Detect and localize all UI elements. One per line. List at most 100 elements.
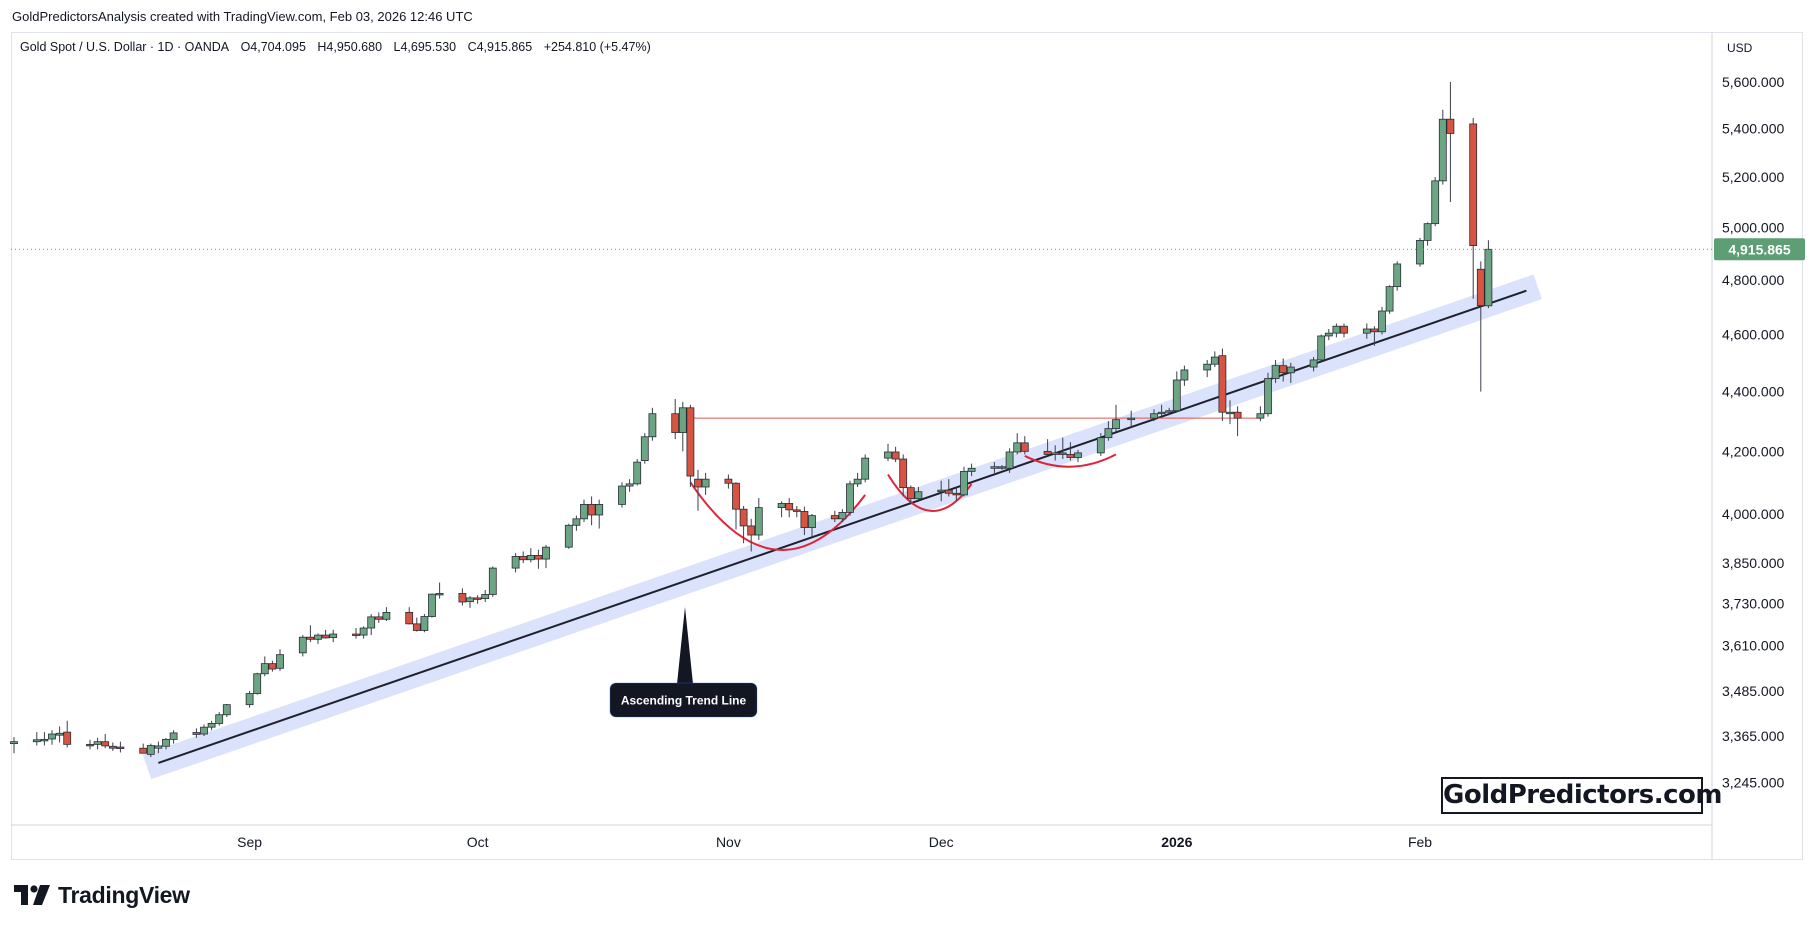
candle-body	[314, 634, 322, 640]
candle-up	[1385, 285, 1394, 314]
candle-body	[1340, 325, 1348, 334]
candle-up	[1180, 365, 1189, 386]
candle-body	[108, 745, 117, 749]
candle-body	[967, 467, 976, 472]
candle-up	[154, 741, 163, 754]
candle-up	[853, 472, 862, 488]
candle-body	[846, 483, 854, 513]
candle-up	[838, 509, 847, 523]
candle-up	[245, 690, 254, 708]
candle-up	[200, 724, 208, 736]
symbol-name[interactable]: Gold Spot / U.S. Dollar · 1D · OANDA	[20, 40, 230, 54]
candle-down	[1469, 118, 1478, 299]
candle-up	[55, 726, 64, 743]
candle-up	[625, 479, 634, 492]
candle-body	[1233, 411, 1242, 419]
candle-body	[93, 741, 102, 745]
candle-body	[595, 504, 604, 516]
candle-up	[1203, 359, 1212, 378]
candle-down	[739, 506, 748, 544]
candle-down	[374, 612, 383, 623]
candle-body	[1264, 378, 1272, 415]
candle-down	[891, 446, 900, 463]
price-axis-label: 3,610.000	[1722, 638, 1784, 654]
chart-caption: GoldPredictorsAnalysis created with Trad…	[12, 9, 473, 24]
candle-body	[739, 508, 748, 527]
candle-body	[1378, 310, 1386, 333]
candle-up	[1210, 351, 1219, 368]
candle-up	[861, 454, 870, 483]
candle-up	[146, 743, 155, 758]
currency-selector[interactable]: USD	[1727, 41, 1753, 55]
candle-up	[1286, 362, 1295, 383]
candle-up	[1438, 109, 1447, 185]
candle-down	[792, 506, 801, 518]
candle-body	[428, 593, 436, 617]
price-axis[interactable]: 3,245.000 3,365.000 3,485.000 3,610.000 3,73…	[1722, 74, 1784, 791]
candle-body	[32, 739, 41, 743]
price-axis-label: 5,600.000	[1722, 74, 1784, 90]
candle-up	[428, 593, 436, 618]
cup-arc-large	[689, 481, 866, 551]
candle-up	[808, 514, 816, 537]
candle-up	[511, 553, 520, 573]
candle-up	[564, 523, 573, 549]
candles-layer	[10, 82, 1493, 758]
candle-down	[1218, 348, 1227, 422]
price-axis-label: 4,000.000	[1722, 506, 1784, 522]
candle-up	[960, 466, 968, 497]
candle-body	[694, 478, 702, 488]
candle-down	[1476, 261, 1485, 392]
candle-body	[1043, 450, 1052, 455]
candle-body	[101, 741, 110, 747]
candle-up	[1013, 433, 1022, 455]
symbol-legend[interactable]: Gold Spot / U.S. Dollar · 1D · OANDA O4,…	[20, 40, 659, 54]
candle-body	[808, 515, 816, 528]
candle-body	[534, 555, 543, 560]
candle-body	[838, 511, 847, 520]
candle-up	[1484, 240, 1493, 309]
time-axis[interactable]: Sep Oct Nov Dec 2026 Feb	[237, 834, 1432, 850]
candle-body	[648, 413, 657, 438]
candle-body	[1431, 180, 1440, 225]
candle-down	[944, 479, 953, 497]
candle-body	[580, 504, 588, 520]
candle-body	[1150, 413, 1158, 419]
candle-body	[116, 746, 125, 749]
candle-up	[314, 633, 322, 644]
candle-down	[352, 628, 360, 639]
candle-up	[640, 433, 649, 464]
candle-body	[1332, 325, 1341, 334]
trendline-callout[interactable]: Ascending Trend Line	[609, 607, 758, 718]
tradingview-logo[interactable]: TradingView	[14, 878, 190, 912]
candle-up	[382, 607, 391, 622]
candle-body	[382, 611, 391, 620]
candle-down	[587, 496, 596, 526]
candle-up	[420, 614, 429, 633]
candle-body	[1005, 451, 1014, 469]
candle-body	[572, 518, 581, 526]
candle-up	[359, 626, 368, 639]
candle-body	[374, 616, 383, 620]
candle-down	[101, 734, 110, 749]
candle-down	[86, 739, 94, 750]
candle-up	[678, 401, 687, 452]
price-axis-label: 4,800.000	[1722, 272, 1784, 288]
candle-body	[678, 407, 687, 433]
candle-up	[633, 459, 642, 486]
candle-up	[1127, 410, 1136, 428]
candle-body	[1438, 118, 1447, 182]
candle-body	[207, 723, 216, 728]
candle-body	[1172, 379, 1181, 412]
time-axis-label: Sep	[237, 834, 262, 850]
candle-body	[367, 616, 376, 629]
price-axis-label: 3,850.000	[1722, 555, 1784, 571]
candle-body	[1286, 366, 1295, 374]
candle-up	[10, 737, 18, 754]
candle-up	[215, 712, 224, 726]
cup-arc-small	[1024, 453, 1117, 468]
candle-body	[1423, 223, 1432, 241]
candle-body	[1203, 363, 1212, 371]
candle-up	[32, 732, 41, 746]
